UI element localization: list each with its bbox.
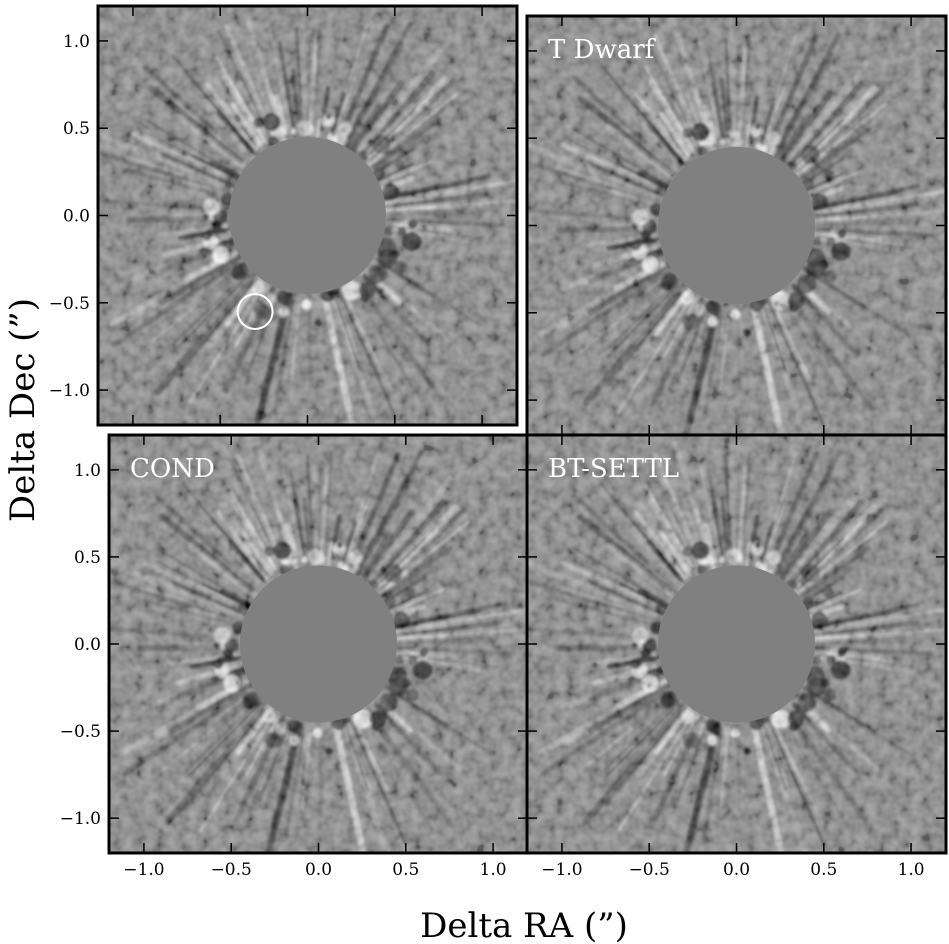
- y-tick-label: −1.0: [60, 809, 101, 829]
- y-tick-label: 0.0: [63, 207, 90, 227]
- y-tick-labels-bottom: −1.0 −0.5 0.0 0.5 1.0: [60, 461, 101, 829]
- tick-marks: [98, 6, 517, 425]
- panel-frame: [96, 4, 519, 427]
- x-tick-label: 1.0: [480, 860, 507, 880]
- x-tick-label: −1.0: [123, 860, 164, 880]
- coronagraph-mask: [657, 565, 816, 723]
- y-tick-label: 0.5: [63, 119, 90, 139]
- coronagraph-mask: [239, 565, 398, 723]
- panel-top-left: [96, 4, 519, 427]
- y-tick-label: 1.0: [63, 32, 90, 52]
- companion-circle-marker: [236, 293, 274, 330]
- y-tick-labels-top: −1.0 −0.5 0.0 0.5 1.0: [49, 32, 90, 401]
- x-tick-labels-right: −1.0 −0.5 0.0 0.5 1.0: [541, 860, 924, 880]
- x-tick-label: 1.0: [898, 860, 925, 880]
- panel-bottom-right: BT-SETTL: [525, 433, 948, 855]
- x-tick-label: 0.0: [723, 860, 750, 880]
- tick-marks: [527, 435, 946, 853]
- x-tick-label: −0.5: [211, 860, 252, 880]
- y-tick-label: 0.5: [74, 548, 101, 568]
- coronagraph-mask: [657, 146, 816, 305]
- panel-label-t-dwarf: T Dwarf: [548, 35, 657, 65]
- panel-top-right: T Dwarf: [525, 14, 948, 437]
- panel-frame: [525, 433, 948, 855]
- x-axis-title: Delta RA (”): [420, 906, 628, 944]
- panel-label-bt-settl: BT-SETTL: [548, 454, 679, 484]
- x-tick-label: −0.5: [629, 860, 670, 880]
- y-tick-label: 1.0: [74, 461, 101, 481]
- tick-marks: [527, 16, 946, 435]
- x-tick-label: −1.0: [541, 860, 582, 880]
- panel-label-cond: COND: [130, 454, 215, 484]
- panel-bottom-left: COND: [107, 433, 530, 855]
- coronagraph-mask: [228, 136, 387, 295]
- x-tick-labels-left: −1.0 −0.5 0.0 0.5 1.0: [123, 860, 506, 880]
- y-tick-label: 0.0: [74, 635, 101, 655]
- y-axis-title: Delta Dec (”): [3, 298, 43, 522]
- y-tick-label: −0.5: [49, 294, 90, 314]
- x-tick-label: 0.5: [392, 860, 419, 880]
- x-tick-label: 0.5: [810, 860, 837, 880]
- x-tick-label: 0.0: [305, 860, 332, 880]
- y-tick-label: −0.5: [60, 722, 101, 742]
- y-tick-label: −1.0: [49, 381, 90, 401]
